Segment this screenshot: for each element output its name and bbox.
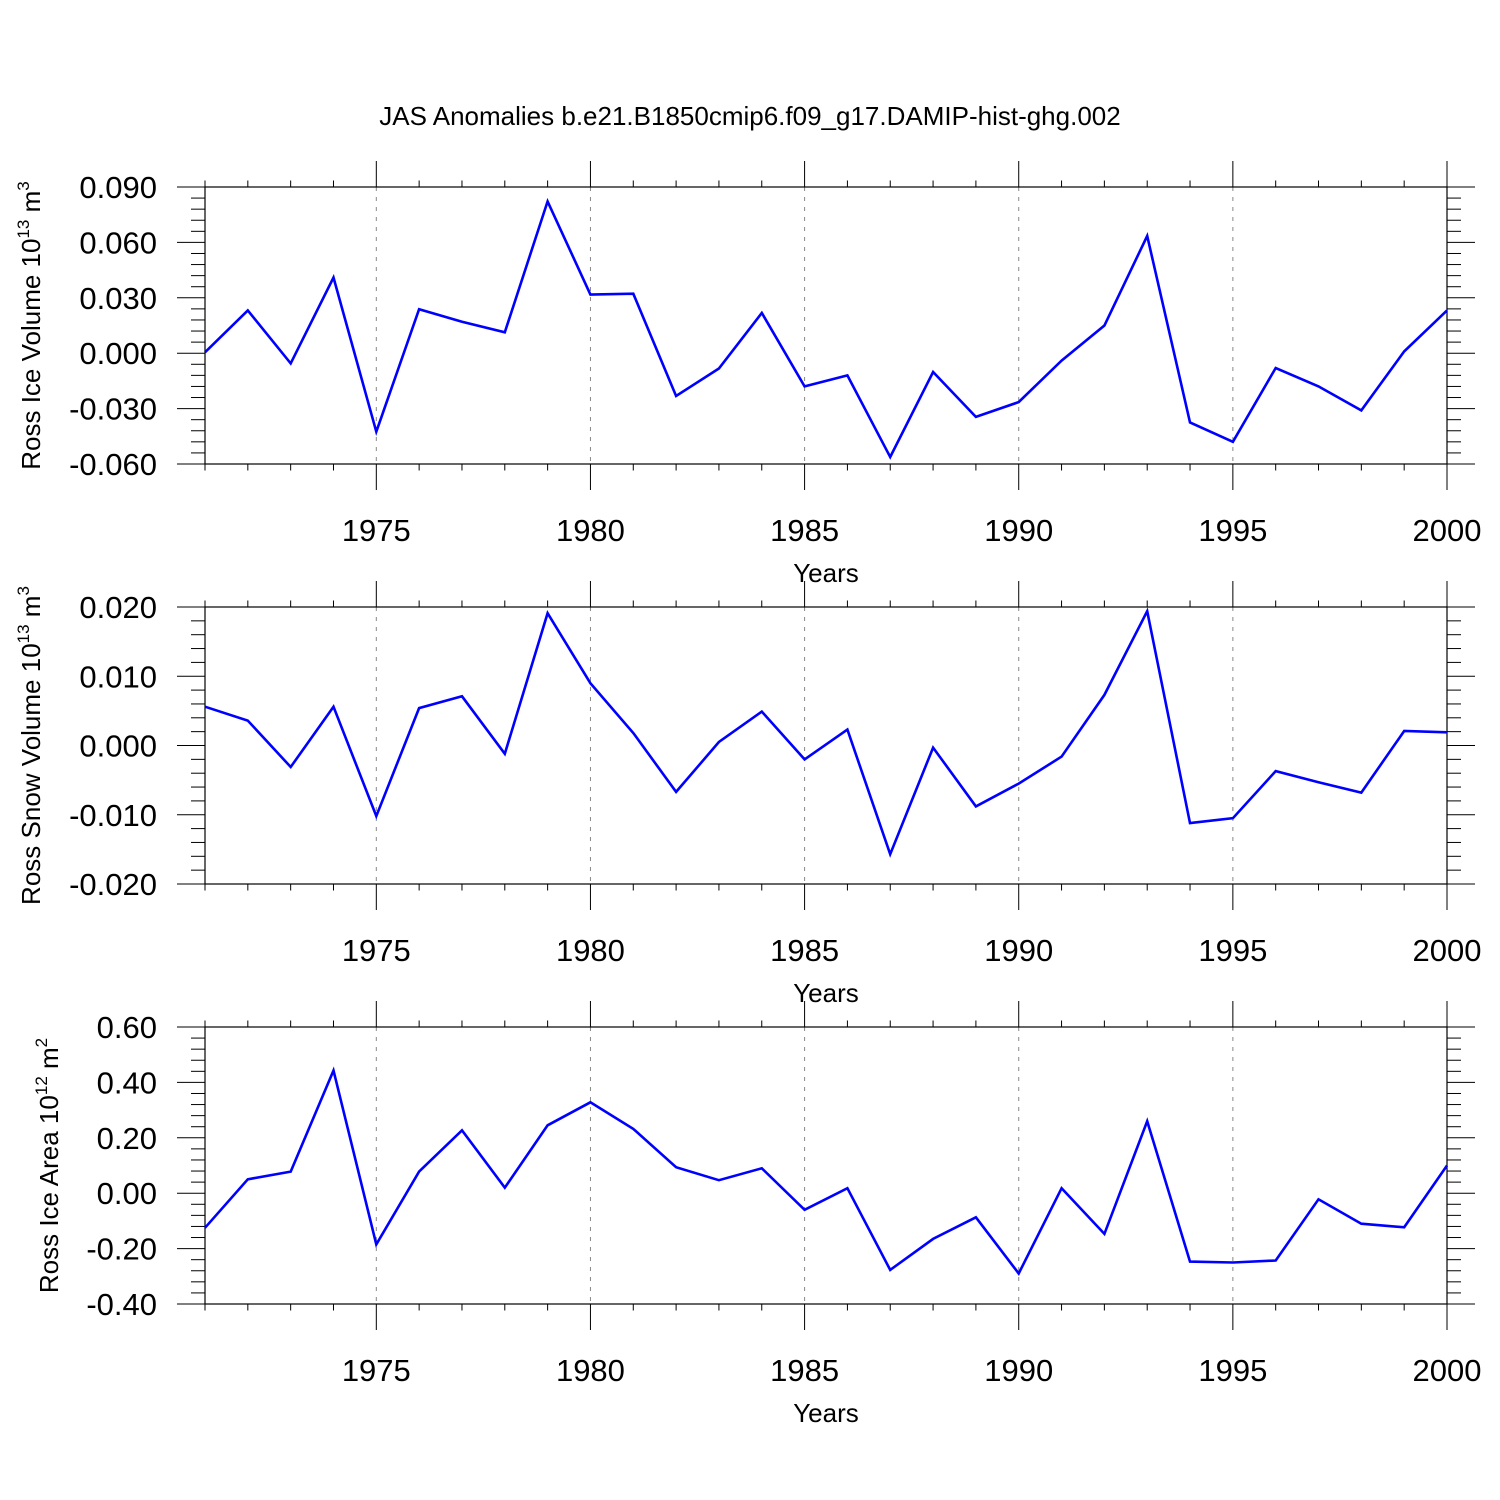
panel-1: -0.060 -0.030 0.000 0.030 0.060 0.090 1975 1980… (14, 161, 1481, 588)
x-tick-label: 1980 (556, 1353, 625, 1388)
x-tick-label: 1985 (770, 513, 839, 548)
y-tick-label: 0.060 (79, 225, 157, 260)
y-tick-label: 0.40 (97, 1065, 157, 1100)
panels-group: -0.060 -0.030 0.000 0.030 0.060 0.090 1975 1980… (14, 161, 1481, 1428)
x-tick-label: 1995 (1198, 513, 1267, 548)
x-tick-label: 1980 (556, 933, 625, 968)
panel-2: -0.020 -0.010 0.000 0.010 0.020 1975 1980 1985 1… (14, 581, 1481, 1008)
x-tick-label: 1990 (984, 513, 1053, 548)
x-tick-label: 1980 (556, 513, 625, 548)
x-tick-label: 1975 (342, 1353, 411, 1388)
y-tick-label: 0.000 (79, 336, 157, 371)
x-axis-title: Years (793, 558, 859, 588)
x-tick-label: 1990 (984, 1353, 1053, 1388)
y-axis-title: Ross Ice Area 1012 m2 (32, 1038, 64, 1293)
y-tick-label: 0.20 (97, 1121, 157, 1156)
x-axis-title: Years (793, 1398, 859, 1428)
x-tick-label: 1975 (342, 933, 411, 968)
x-tick-label: 1975 (342, 513, 411, 548)
y-tick-label: 0.030 (79, 281, 157, 316)
x-tick-label: 2000 (1413, 933, 1482, 968)
y-tick-label: 0.090 (79, 170, 157, 205)
series-line (204, 197, 1448, 460)
y-axis-title: Ross Ice Volume 1013 m3 (14, 181, 46, 470)
x-axis-title: Years (793, 978, 859, 1008)
x-tick-label: 2000 (1413, 1353, 1482, 1388)
y-tick-label: -0.020 (69, 867, 157, 902)
y-axis-title: Ross Snow Volume 1013 m3 (14, 586, 46, 905)
y-tick-label: -0.060 (69, 447, 157, 482)
y-tick-label: 0.00 (97, 1176, 157, 1211)
y-tick-label: 0.010 (79, 659, 157, 694)
x-tick-label: 1995 (1198, 933, 1267, 968)
plot-frame (204, 186, 1448, 465)
y-tick-label: -0.40 (86, 1287, 157, 1322)
y-tick-label: -0.010 (69, 798, 157, 833)
x-tick-label: 2000 (1413, 513, 1482, 548)
x-tick-label: 1990 (984, 933, 1053, 968)
series-line (204, 607, 1448, 858)
x-tick-label: 1985 (770, 1353, 839, 1388)
figure-title: JAS Anomalies b.e21.B1850cmip6.f09_g17.D… (379, 101, 1120, 131)
y-tick-label: 0.60 (97, 1010, 157, 1045)
y-tick-label: 0.020 (79, 590, 157, 625)
x-tick-label: 1985 (770, 933, 839, 968)
y-tick-label: -0.030 (69, 392, 157, 427)
x-tick-label: 1995 (1198, 1353, 1267, 1388)
panel-3: -0.40 -0.20 0.00 0.20 0.40 0.60 1975 1980 1985 19… (32, 1001, 1481, 1428)
series-line (204, 1066, 1449, 1276)
y-tick-label: 0.000 (79, 729, 157, 764)
y-tick-label: -0.20 (86, 1232, 157, 1267)
